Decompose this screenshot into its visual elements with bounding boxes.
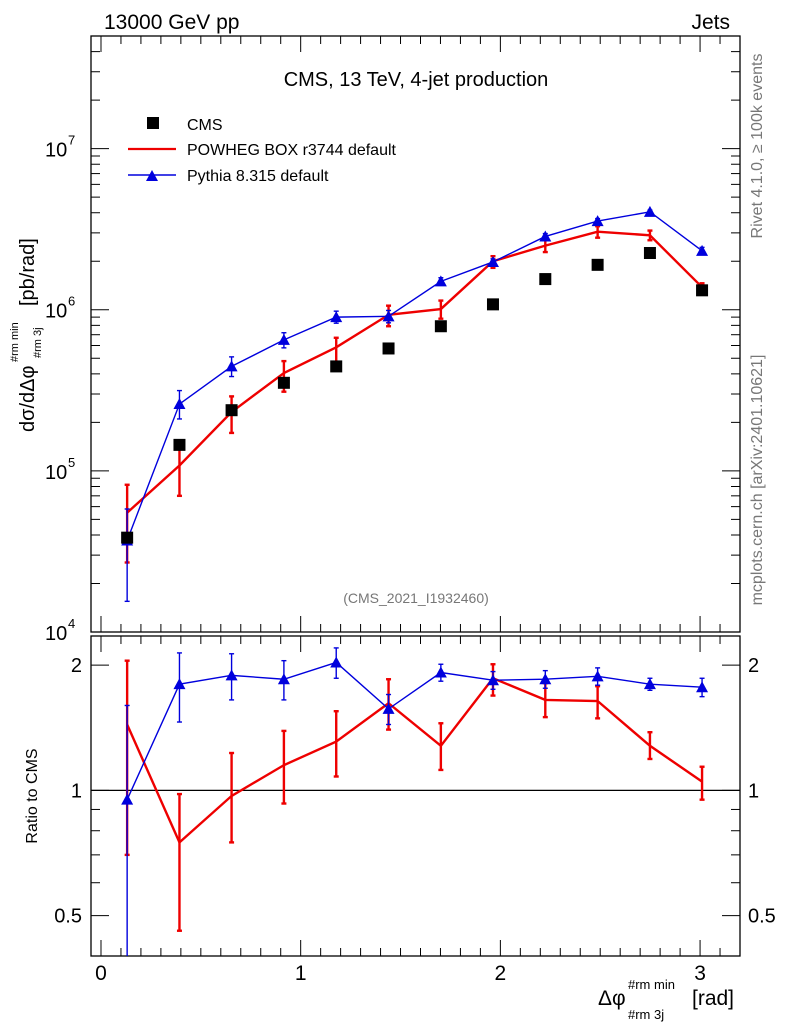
- ratio-pythia-point: [330, 656, 343, 668]
- main-y-tick-label-base: 10: [45, 301, 67, 323]
- x-axis-label-sup: #rm min: [628, 977, 675, 992]
- ratio-pythia-line: [126, 661, 703, 800]
- x-tick-label: 0: [95, 962, 107, 985]
- ratio-powheg-line: [126, 676, 703, 845]
- main-y-tick-label: 10 6: [45, 294, 75, 323]
- pythia-point: [486, 255, 499, 267]
- pythia-point: [591, 215, 604, 227]
- main-y-tick-label-base: 10: [45, 140, 67, 162]
- pythia-point: [382, 310, 395, 322]
- main-panel-frame: [90, 35, 741, 633]
- ratio-panel-frame: [90, 635, 741, 957]
- ratio-data-layer: [91, 647, 740, 956]
- pythia-point: [643, 205, 656, 217]
- pythia-point: [277, 333, 290, 345]
- x-tick-labels: 0 1 2 3: [95, 962, 706, 985]
- main-y-tick-label-exponent: 7: [68, 133, 75, 148]
- main-y-tick-label-exponent: 6: [68, 294, 75, 309]
- cms-point: [591, 258, 604, 271]
- x-axis-label-main: Δφ: [598, 987, 626, 1010]
- analysis-label: (CMS_2021_I1932460): [343, 590, 489, 606]
- cms-point: [539, 273, 552, 286]
- cms-point: [696, 284, 709, 297]
- cms-point: [643, 247, 656, 260]
- main-y-axis-label-unit: [pb/rad]: [17, 238, 39, 306]
- cms-point: [330, 360, 343, 373]
- ratio-powheg-series: [124, 659, 705, 932]
- main-y-axis-label-main: dσ/dΔφ: [17, 365, 39, 432]
- main-y-tick-label: 10 5: [45, 455, 75, 484]
- ratio-pythia-point: [382, 702, 395, 714]
- cms-series: [121, 247, 709, 544]
- x-tick-label: 2: [495, 962, 507, 985]
- main-y-tick-label-base: 10: [45, 623, 67, 645]
- header-energy-label: 13000 GeV pp: [104, 11, 239, 34]
- main-y-tick-label: 10 4: [45, 616, 75, 645]
- rivet-version-label: Rivet 4.1.0, ≥ 100k events: [749, 54, 766, 239]
- pythia-series: [121, 205, 709, 603]
- ratio-axis-ticks: [91, 636, 740, 957]
- pythia-point: [173, 398, 186, 410]
- cms-point: [434, 320, 447, 333]
- ratio-pythia-point: [225, 669, 238, 681]
- pythia-point: [225, 360, 238, 372]
- legend-cms-marker: [147, 117, 159, 129]
- ratio-pythia-point: [643, 678, 656, 690]
- ratio-y-tick-label-left: 2: [71, 655, 82, 677]
- main-y-axis-label-sup: #rm min: [9, 322, 21, 362]
- cms-point: [277, 376, 290, 389]
- main-axis-ticks: [91, 35, 740, 633]
- main-y-tick-label-base: 10: [45, 462, 67, 484]
- ratio-pythia-series: [121, 647, 709, 956]
- ratio-y-tick-label-right: 1: [748, 780, 759, 802]
- powheg-line: [126, 230, 703, 514]
- ratio-y-tick-labels: 0.5 0.5 1 1 2 2: [54, 655, 776, 928]
- ratio-pythia-point: [591, 670, 604, 682]
- main-y-axis-label: dσ/dΔφ #rm min #rm 3j [pb/rad]: [9, 238, 44, 432]
- legend: CMS POWHEG BOX r3744 default Pythia 8.31…: [128, 117, 397, 185]
- pythia-point: [696, 244, 709, 256]
- ratio-y-tick-label-left: 0.5: [54, 906, 82, 928]
- legend-pythia-label: Pythia 8.315 default: [187, 168, 329, 185]
- cms-point: [173, 438, 186, 451]
- x-axis-label: Δφ #rm min #rm 3j [rad]: [598, 977, 734, 1022]
- pythia-point: [539, 230, 552, 242]
- ratio-pythia-point: [486, 674, 499, 686]
- ratio-pythia-point: [434, 666, 447, 678]
- main-y-tick-label-exponent: 4: [68, 616, 75, 631]
- ratio-y-tick-label-right: 0.5: [748, 906, 776, 928]
- chart-title: CMS, 13 TeV, 4-jet production: [284, 69, 549, 91]
- ratio-y-tick-label-left: 1: [71, 780, 82, 802]
- powheg-series: [124, 225, 705, 564]
- main-y-tick-label: 10 7: [45, 133, 75, 162]
- main-y-tick-label-exponent: 5: [68, 455, 75, 470]
- legend-cms-label: CMS: [187, 117, 223, 134]
- pythia-point: [434, 275, 447, 287]
- legend-powheg-label: POWHEG BOX r3744 default: [187, 142, 397, 159]
- legend-pythia-marker: [146, 170, 158, 181]
- cms-point: [225, 404, 238, 417]
- cms-point: [121, 531, 134, 544]
- pythia-point: [330, 311, 343, 323]
- cms-point: [486, 298, 499, 311]
- cms-point: [382, 342, 395, 355]
- ratio-pythia-point: [121, 793, 134, 805]
- ratio-pythia-point: [277, 673, 290, 685]
- x-tick-label: 1: [295, 962, 307, 985]
- ratio-y-tick-label-right: 2: [748, 655, 759, 677]
- ratio-pythia-point: [173, 678, 186, 690]
- x-axis-label-unit: [rad]: [692, 987, 734, 1010]
- mcplots-reference-label: mcplots.cern.ch [arXiv:2401.10621]: [749, 355, 766, 606]
- x-axis-label-sub: #rm 3j: [628, 1007, 664, 1022]
- main-y-axis-label-sub: #rm 3j: [32, 327, 44, 358]
- pythia-line: [126, 211, 703, 541]
- x-tick-label: 3: [694, 962, 706, 985]
- ratio-pythia-point: [539, 673, 552, 685]
- ratio-y-axis-label: Ratio to CMS: [24, 748, 41, 843]
- ratio-pythia-point: [696, 681, 709, 693]
- main-data-layer: [121, 205, 709, 603]
- header-process-label: Jets: [691, 11, 730, 34]
